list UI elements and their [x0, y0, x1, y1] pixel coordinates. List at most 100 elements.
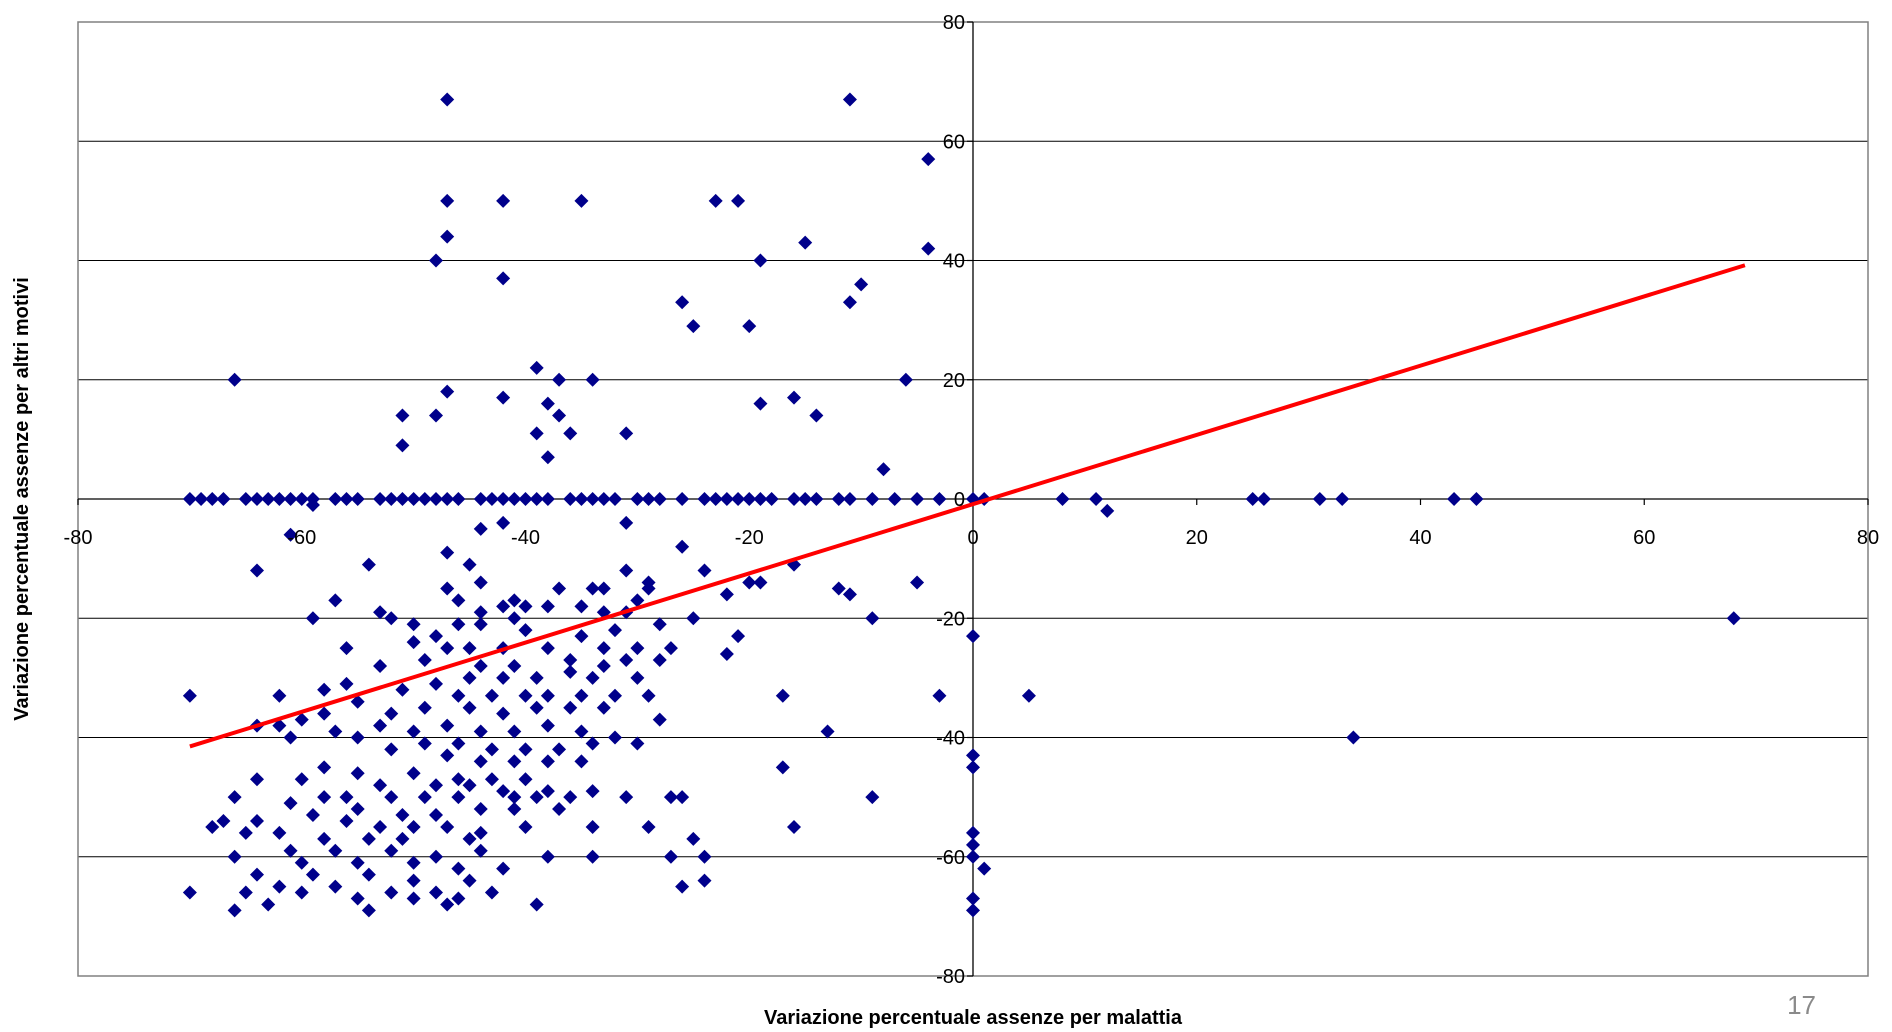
data-point	[518, 599, 533, 614]
data-point	[451, 617, 466, 632]
data-point	[373, 658, 388, 673]
data-point	[294, 492, 309, 506]
data-point	[227, 790, 242, 805]
data-point	[361, 903, 376, 918]
data-point	[719, 492, 734, 506]
data-point	[473, 843, 488, 858]
data-point	[1055, 492, 1070, 506]
data-point	[966, 629, 980, 644]
data-point	[429, 885, 443, 900]
data-point	[473, 492, 488, 506]
data-point	[585, 784, 600, 799]
data-point	[373, 819, 388, 834]
data-point	[384, 742, 399, 757]
data-point	[440, 229, 455, 244]
data-point	[966, 748, 980, 763]
data-point	[1245, 492, 1260, 506]
data-point	[339, 641, 354, 656]
data-point	[507, 492, 522, 506]
data-point	[641, 492, 656, 506]
data-point	[585, 492, 600, 506]
data-point	[686, 611, 701, 626]
data-point	[775, 760, 790, 775]
data-point	[630, 593, 645, 608]
data-point	[719, 587, 734, 602]
data-point	[1100, 503, 1115, 518]
data-point	[395, 682, 410, 697]
data-point	[496, 271, 511, 286]
data-point	[742, 492, 757, 506]
data-point	[317, 706, 332, 721]
data-point	[540, 849, 555, 864]
data-point	[384, 611, 399, 626]
y-tick-label: -20	[936, 608, 965, 630]
x-tick-label: -60	[287, 527, 316, 549]
data-point	[473, 754, 488, 769]
x-axis-title: Variazione percentuale assenze per malat…	[764, 1007, 1183, 1029]
data-point	[697, 492, 712, 506]
data-point	[563, 652, 578, 667]
data-point	[496, 670, 511, 685]
data-point	[887, 492, 902, 506]
data-point	[440, 492, 455, 506]
data-point	[283, 730, 298, 745]
data-point	[596, 581, 611, 596]
data-point	[440, 897, 455, 912]
data-point	[395, 408, 410, 423]
data-point	[921, 241, 936, 256]
data-point	[540, 450, 555, 465]
data-point	[473, 575, 488, 590]
data-point	[451, 593, 466, 608]
data-point	[596, 658, 611, 673]
data-point	[1256, 492, 1271, 506]
data-point	[585, 670, 600, 685]
data-point	[518, 688, 533, 703]
data-point	[675, 539, 690, 554]
data-point	[238, 492, 253, 506]
data-point	[395, 438, 410, 453]
data-point	[563, 700, 578, 715]
data-point	[708, 492, 723, 506]
data-point	[194, 492, 209, 506]
data-point	[574, 599, 589, 614]
data-point	[966, 849, 980, 864]
x-tick-label: 0	[967, 527, 978, 549]
data-point	[205, 492, 220, 506]
data-point	[205, 819, 220, 834]
data-point	[540, 784, 555, 799]
data-point	[809, 492, 824, 506]
data-point	[272, 825, 287, 840]
data-point	[440, 718, 455, 733]
data-point	[429, 629, 443, 644]
data-point	[250, 813, 264, 828]
data-point	[283, 492, 298, 506]
data-point	[574, 724, 589, 739]
data-point	[518, 772, 533, 787]
data-point	[451, 861, 466, 876]
data-point	[675, 492, 690, 506]
data-point	[216, 813, 231, 828]
data-point	[1447, 492, 1462, 506]
data-point	[663, 790, 678, 805]
data-point	[641, 688, 656, 703]
data-point	[451, 736, 466, 751]
data-point	[540, 641, 555, 656]
data-point	[406, 873, 421, 888]
data-point	[641, 581, 656, 596]
data-point	[719, 647, 734, 662]
data-point	[731, 492, 746, 506]
data-point	[910, 575, 925, 590]
data-point	[563, 492, 578, 506]
data-point	[227, 903, 242, 918]
data-point	[552, 742, 567, 757]
data-point	[675, 295, 690, 310]
data-point	[1346, 730, 1361, 745]
data-point	[630, 492, 645, 506]
data-point	[238, 885, 253, 900]
data-point	[574, 754, 589, 769]
data-point	[406, 855, 421, 870]
x-tick-label: -80	[64, 527, 93, 549]
data-point	[417, 790, 432, 805]
data-point	[686, 319, 701, 334]
